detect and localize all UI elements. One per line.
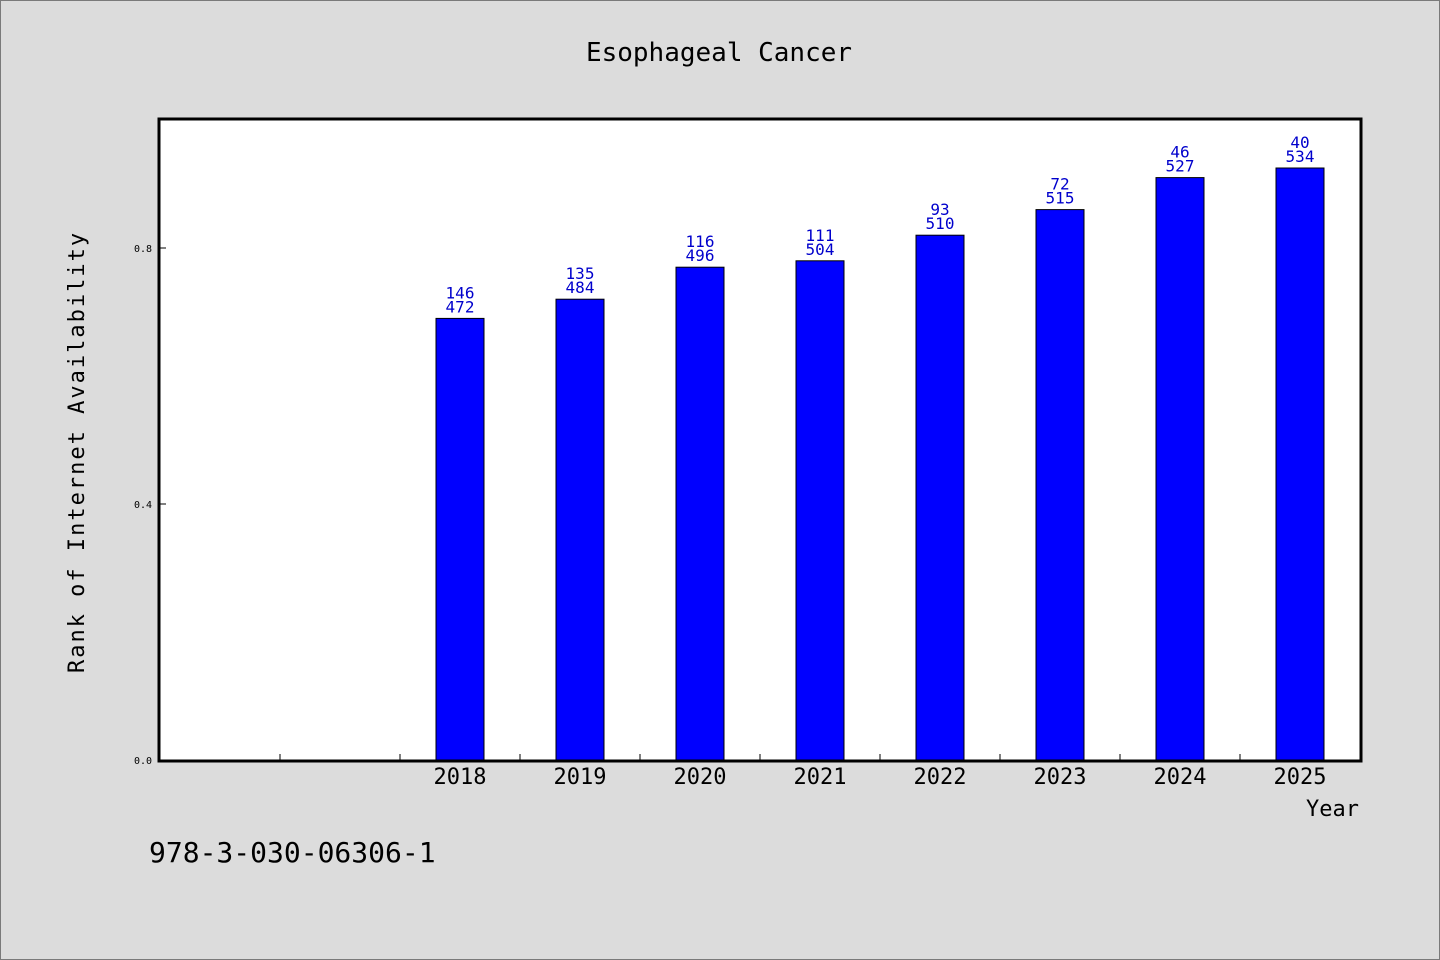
y-tick-label: 0.8 [134,244,152,255]
y-tick-label: 0.0 [134,756,152,767]
data-label-rank: 40 [1290,133,1309,152]
data-label-rank: 135 [566,264,595,283]
x-tick-label: 2023 [1034,765,1087,790]
axis-ticks: 0.0 0.4 0.8 [134,244,1241,767]
x-tick-label: 2018 [434,765,487,790]
x-tick-label: 2024 [1154,765,1207,790]
data-label-rank: 116 [686,232,715,251]
x-tick-label: 2020 [674,765,727,790]
chart-title: Esophageal Cancer [586,38,852,68]
y-tick-label: 0.4 [134,500,152,511]
footnote-isbn: 978-3-030-06306-1 [149,836,436,869]
bar-2020 [675,266,725,761]
bars [435,167,1325,761]
bar-2025 [1275,167,1325,761]
data-label-count: 504 [806,240,835,259]
data-label-rank: 72 [1050,175,1069,194]
bar-2021 [795,260,845,761]
bar-2022 [915,234,965,761]
bar-2024 [1155,177,1205,761]
data-label-count: 515 [1046,189,1075,208]
x-tick-label: 2021 [794,765,847,790]
bar-2018 [435,317,485,761]
data-label-count: 496 [686,246,715,265]
x-tick-label: 2022 [914,765,967,790]
x-axis-label: Year [1306,797,1359,822]
data-label-rank: 46 [1170,143,1189,162]
data-label-rank: 146 [446,283,475,302]
bar-2019 [555,298,605,761]
data-label-rank: 93 [930,200,949,219]
x-tick-label: 2019 [554,765,607,790]
data-label-count: 510 [926,214,955,233]
data-label-count: 484 [566,278,595,297]
data-label-count: 527 [1166,157,1195,176]
data-label-rank: 111 [806,226,835,245]
bar-2023 [1035,209,1085,761]
x-tick-label: 2025 [1274,765,1327,790]
y-axis-label: Rank of Internet Availability [65,231,90,673]
data-label-count: 472 [446,297,475,316]
data-label-count: 534 [1286,147,1315,166]
